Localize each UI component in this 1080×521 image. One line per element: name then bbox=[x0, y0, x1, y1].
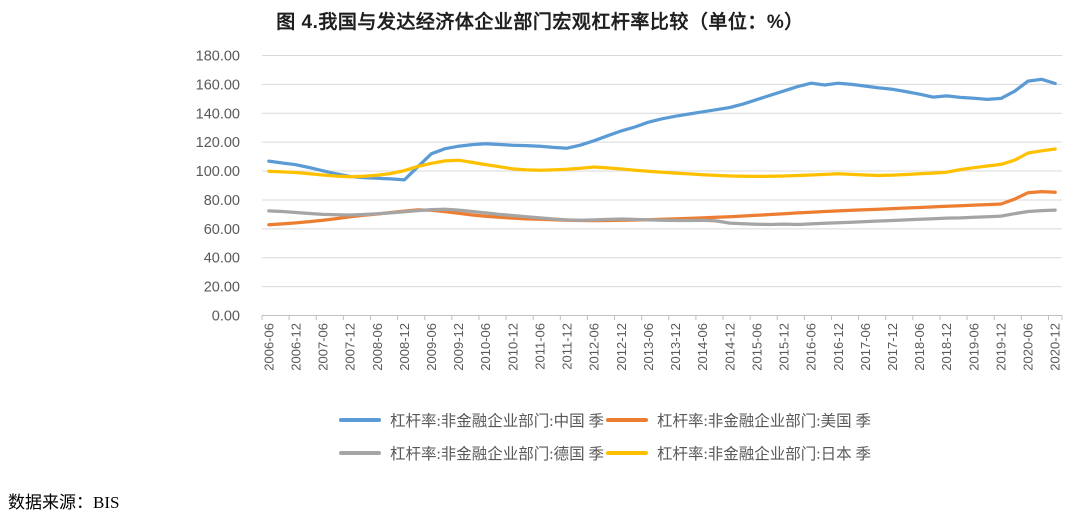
x-axis-tick-label: 2019-06 bbox=[966, 323, 981, 371]
x-axis-tick-label: 2006-06 bbox=[261, 323, 276, 371]
data-source-note: 数据来源：BIS bbox=[8, 493, 120, 512]
x-axis-tick-label: 2013-12 bbox=[668, 323, 683, 371]
legend-label-japan: 杠杆率:非金融企业部门:日本 季 bbox=[657, 446, 871, 463]
y-axis-tick-label: 140.00 bbox=[196, 106, 240, 122]
legend-label-china: 杠杆率:非金融企业部门:中国 季 bbox=[390, 413, 604, 430]
y-axis-tick-label: 100.00 bbox=[196, 164, 240, 180]
x-axis-tick-label: 2017-06 bbox=[858, 323, 873, 371]
x-axis-tick-label: 2011-12 bbox=[560, 323, 575, 370]
legend-label-usa: 杠杆率:非金融企业部门:美国 季 bbox=[657, 413, 871, 430]
legend-label-germany: 杠杆率:非金融企业部门:德国 季 bbox=[390, 446, 604, 463]
y-axis-tick-label: 40.00 bbox=[204, 251, 240, 267]
y-axis-tick-label: 160.00 bbox=[196, 77, 240, 93]
legend-row-2: 杠杆率:非金融企业部门:德国 季 杠杆率:非金融企业部门:日本 季 bbox=[339, 442, 871, 464]
x-axis-tick-label: 2018-12 bbox=[939, 323, 954, 371]
legend-item-china: 杠杆率:非金融企业部门:中国 季 bbox=[339, 409, 604, 431]
y-axis-tick-label: 60.00 bbox=[204, 222, 240, 238]
x-axis-tick-label: 2007-06 bbox=[316, 323, 331, 371]
series-line-china bbox=[267, 77, 1057, 182]
x-axis-tick-label: 2010-06 bbox=[478, 323, 493, 371]
x-axis-tick-label: 2012-12 bbox=[614, 323, 629, 371]
legend-line-swatch-china bbox=[339, 418, 381, 422]
legend-line-swatch-usa bbox=[606, 418, 648, 422]
x-axis-tick-label: 2016-06 bbox=[804, 323, 819, 371]
legend-item-japan: 杠杆率:非金融企业部门:日本 季 bbox=[606, 442, 871, 464]
y-axis-tick-label: 0.00 bbox=[212, 309, 240, 325]
y-axis-tick-label: 80.00 bbox=[204, 193, 240, 209]
x-axis-tick-label: 2019-12 bbox=[993, 323, 1008, 371]
x-axis-tick-label: 2015-06 bbox=[749, 323, 764, 371]
legend-line-swatch-japan bbox=[606, 451, 648, 455]
y-axis-tick-label: 180.00 bbox=[196, 49, 240, 65]
legend-item-germany: 杠杆率:非金融企业部门:德国 季 bbox=[339, 442, 604, 464]
x-axis-tick-label: 2008-06 bbox=[370, 323, 385, 371]
chart-title: 图 4.我国与发达经济体企业部门宏观杠杆率比较（单位：%） bbox=[276, 12, 804, 33]
y-axis-tick-label: 20.00 bbox=[204, 280, 240, 296]
y-axis-tick-label: 120.00 bbox=[196, 135, 240, 151]
legend-item-usa: 杠杆率:非金融企业部门:美国 季 bbox=[606, 409, 871, 431]
x-axis-tick-label: 2008-12 bbox=[397, 323, 412, 371]
legend-row-1: 杠杆率:非金融企业部门:中国 季 杠杆率:非金融企业部门:美国 季 bbox=[339, 409, 871, 431]
x-axis-tick-label: 2014-12 bbox=[722, 323, 737, 371]
x-axis-tick-label: 2011-06 bbox=[532, 323, 547, 370]
x-axis-tick-label: 2020-12 bbox=[1048, 323, 1063, 371]
chart-legend: 杠杆率:非金融企业部门:中国 季杠杆率:非金融企业部门:美国 季杠杆率:非金融企… bbox=[140, 409, 1070, 464]
x-axis-tick-label: 2015-12 bbox=[777, 323, 792, 371]
x-axis-tick-label: 2006-12 bbox=[288, 323, 303, 371]
x-axis-tick-label: 2016-12 bbox=[831, 323, 846, 371]
x-axis-tick-label: 2009-12 bbox=[451, 323, 466, 371]
x-axis-tick-label: 2010-12 bbox=[505, 323, 520, 371]
x-axis-tick-label: 2020-06 bbox=[1021, 323, 1036, 371]
x-axis-tick-label: 2017-12 bbox=[885, 323, 900, 371]
legend-line-swatch-germany bbox=[339, 451, 381, 455]
x-axis-tick-label: 2009-06 bbox=[424, 323, 439, 371]
x-axis-tick-label: 2007-12 bbox=[343, 323, 358, 371]
series-line-germany bbox=[267, 207, 1057, 227]
series-line-japan bbox=[267, 147, 1057, 179]
x-axis-tick-label: 2013-06 bbox=[641, 323, 656, 371]
x-axis-tick-label: 2018-06 bbox=[912, 323, 927, 371]
x-axis-tick-label: 2012-06 bbox=[587, 323, 602, 371]
x-axis-tick-label: 2014-06 bbox=[695, 323, 710, 371]
